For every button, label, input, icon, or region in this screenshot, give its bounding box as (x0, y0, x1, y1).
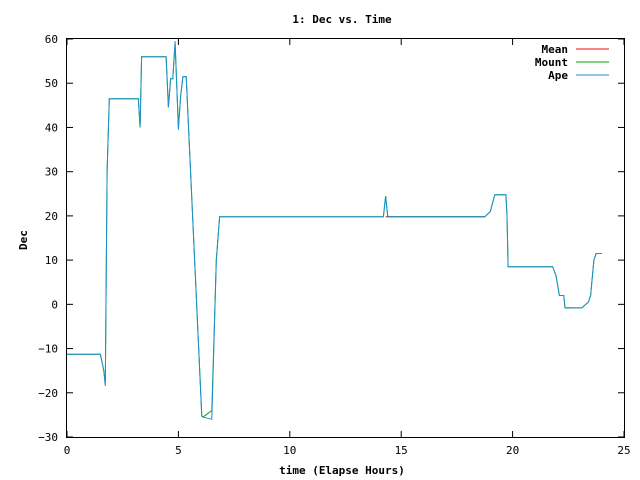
legend-label-mean: Mean (542, 43, 569, 56)
plot-frame (66, 38, 625, 438)
y-axis-label: Dec (17, 230, 30, 250)
y-tick-label: −10 (38, 343, 58, 356)
y-tick-label: 30 (45, 166, 58, 179)
x-tick-label: 25 (617, 444, 630, 457)
x-tick-label: 5 (175, 444, 182, 457)
plot-series (67, 41, 602, 420)
series-line-ape (67, 41, 602, 420)
y-tick-label: −30 (38, 431, 58, 444)
x-axis-label: time (Elapse Hours) (279, 464, 405, 477)
legend-label-ape: Ape (548, 69, 568, 82)
series-line-mount (67, 43, 602, 418)
y-tick-label: 60 (45, 33, 58, 46)
series-line-mean (385, 216, 602, 309)
axis-ticks: 0 5 10 15 20 25 −30 −20 −10 0 10 20 30 40 50 60 (38, 33, 631, 457)
y-tick-label: 0 (51, 298, 58, 311)
y-tick-label: 10 (45, 254, 58, 267)
chart-title: 1: Dec vs. Time (292, 13, 392, 26)
y-tick-label: 20 (45, 210, 58, 223)
x-tick-label: 0 (64, 444, 71, 457)
y-tick-label: 50 (45, 77, 58, 90)
x-tick-label: 10 (283, 444, 296, 457)
legend-label-mount: Mount (535, 56, 568, 69)
x-tick-label: 20 (506, 444, 519, 457)
x-tick-label: 15 (395, 444, 408, 457)
y-tick-label: 40 (45, 121, 58, 134)
y-tick-label: −20 (38, 387, 58, 400)
